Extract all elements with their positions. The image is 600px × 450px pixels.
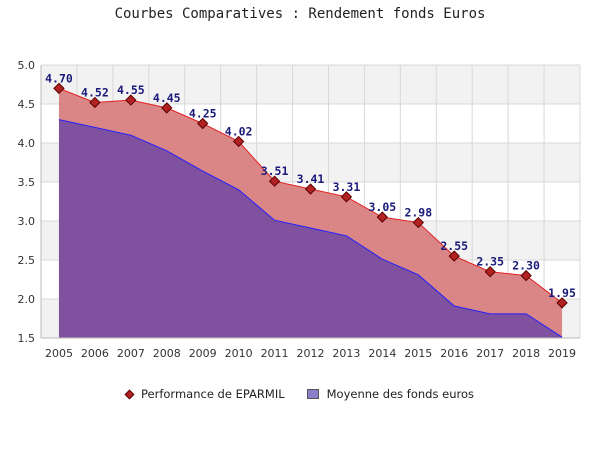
diamond-marker-icon [124, 389, 135, 399]
data-point-marker [89, 96, 101, 109]
y-tick-label: 4.5 [18, 98, 36, 111]
legend-label-moyenne: Moyenne des fonds euros [326, 387, 474, 401]
data-point-marker [125, 94, 137, 106]
y-tick-label: 4.0 [18, 137, 36, 150]
x-tick-label: 2010 [225, 347, 253, 360]
chart-legend: Performance de EPARMIL Moyenne des fonds… [0, 387, 600, 401]
x-tick-label: 2013 [332, 347, 360, 360]
data-point-marker [376, 211, 389, 223]
y-tick-label: 5.0 [18, 59, 36, 72]
data-point-marker [161, 102, 173, 114]
data-point-marker [412, 216, 425, 229]
data-label: 4.52 [81, 85, 109, 99]
data-label: 4.70 [45, 71, 73, 85]
data-label: 4.02 [225, 124, 253, 138]
y-tick-label: 2.5 [18, 254, 36, 267]
data-label: 4.55 [117, 83, 145, 97]
data-point-marker [520, 269, 532, 282]
data-label: 3.41 [297, 172, 325, 186]
x-tick-label: 2014 [368, 347, 396, 360]
data-label: 2.35 [476, 255, 504, 269]
data-point-marker [268, 175, 281, 187]
x-tick-label: 2009 [189, 347, 217, 360]
data-label: 3.31 [333, 180, 361, 194]
data-label: 3.05 [369, 200, 397, 214]
x-tick-label: 2005 [45, 347, 73, 360]
x-tick-label: 2006 [81, 347, 109, 360]
area-swatch-icon [306, 389, 319, 399]
data-point-marker [53, 82, 65, 95]
data-label: 3.51 [261, 164, 289, 178]
data-point-marker [232, 135, 245, 148]
chart-plot: 4.704.52 4.554.454.254.023.513.413.313.05… [18, 59, 581, 360]
series-line-moyenne [58, 119, 563, 338]
data-point-marker [484, 265, 496, 278]
x-tick-label: 2007 [117, 347, 145, 360]
x-tick-label: 2012 [297, 347, 325, 360]
legend-label-eparmil: Performance de EPARMIL [141, 387, 285, 401]
data-point-marker [196, 117, 209, 130]
data-label: 4.45 [153, 91, 181, 105]
y-tick-label: 3.0 [18, 215, 36, 228]
x-tick-label: 2019 [548, 347, 576, 360]
x-tick-label: 2008 [153, 347, 181, 360]
x-tick-label: 2016 [440, 347, 468, 360]
x-tick-label: 2011 [261, 347, 289, 360]
data-point-marker [304, 183, 317, 195]
data-label: 2.30 [512, 259, 540, 273]
y-tick-label: 3.5 [18, 176, 36, 189]
series-area-moyenne [58, 119, 563, 338]
x-tick-label: 2015 [404, 347, 432, 360]
data-label: 2.98 [404, 206, 432, 220]
y-tick-label: 2.0 [18, 293, 36, 306]
legend-item-moyenne: Moyenne des fonds euros [306, 387, 474, 401]
y-tick-label: 1.5 [18, 332, 36, 345]
data-label: 2.55 [440, 239, 468, 253]
data-point-marker [448, 250, 460, 262]
x-tick-label: 2017 [476, 347, 504, 360]
chart-title: Courbes Comparatives : Rendement fonds E… [114, 6, 486, 22]
data-point-marker [556, 297, 568, 309]
data-point-marker [340, 191, 353, 203]
x-tick-label: 2018 [512, 347, 540, 360]
data-label: 1.95 [548, 286, 576, 300]
legend-item-eparmil: Performance de EPARMIL [124, 387, 285, 401]
data-label: 4.25 [189, 107, 217, 121]
